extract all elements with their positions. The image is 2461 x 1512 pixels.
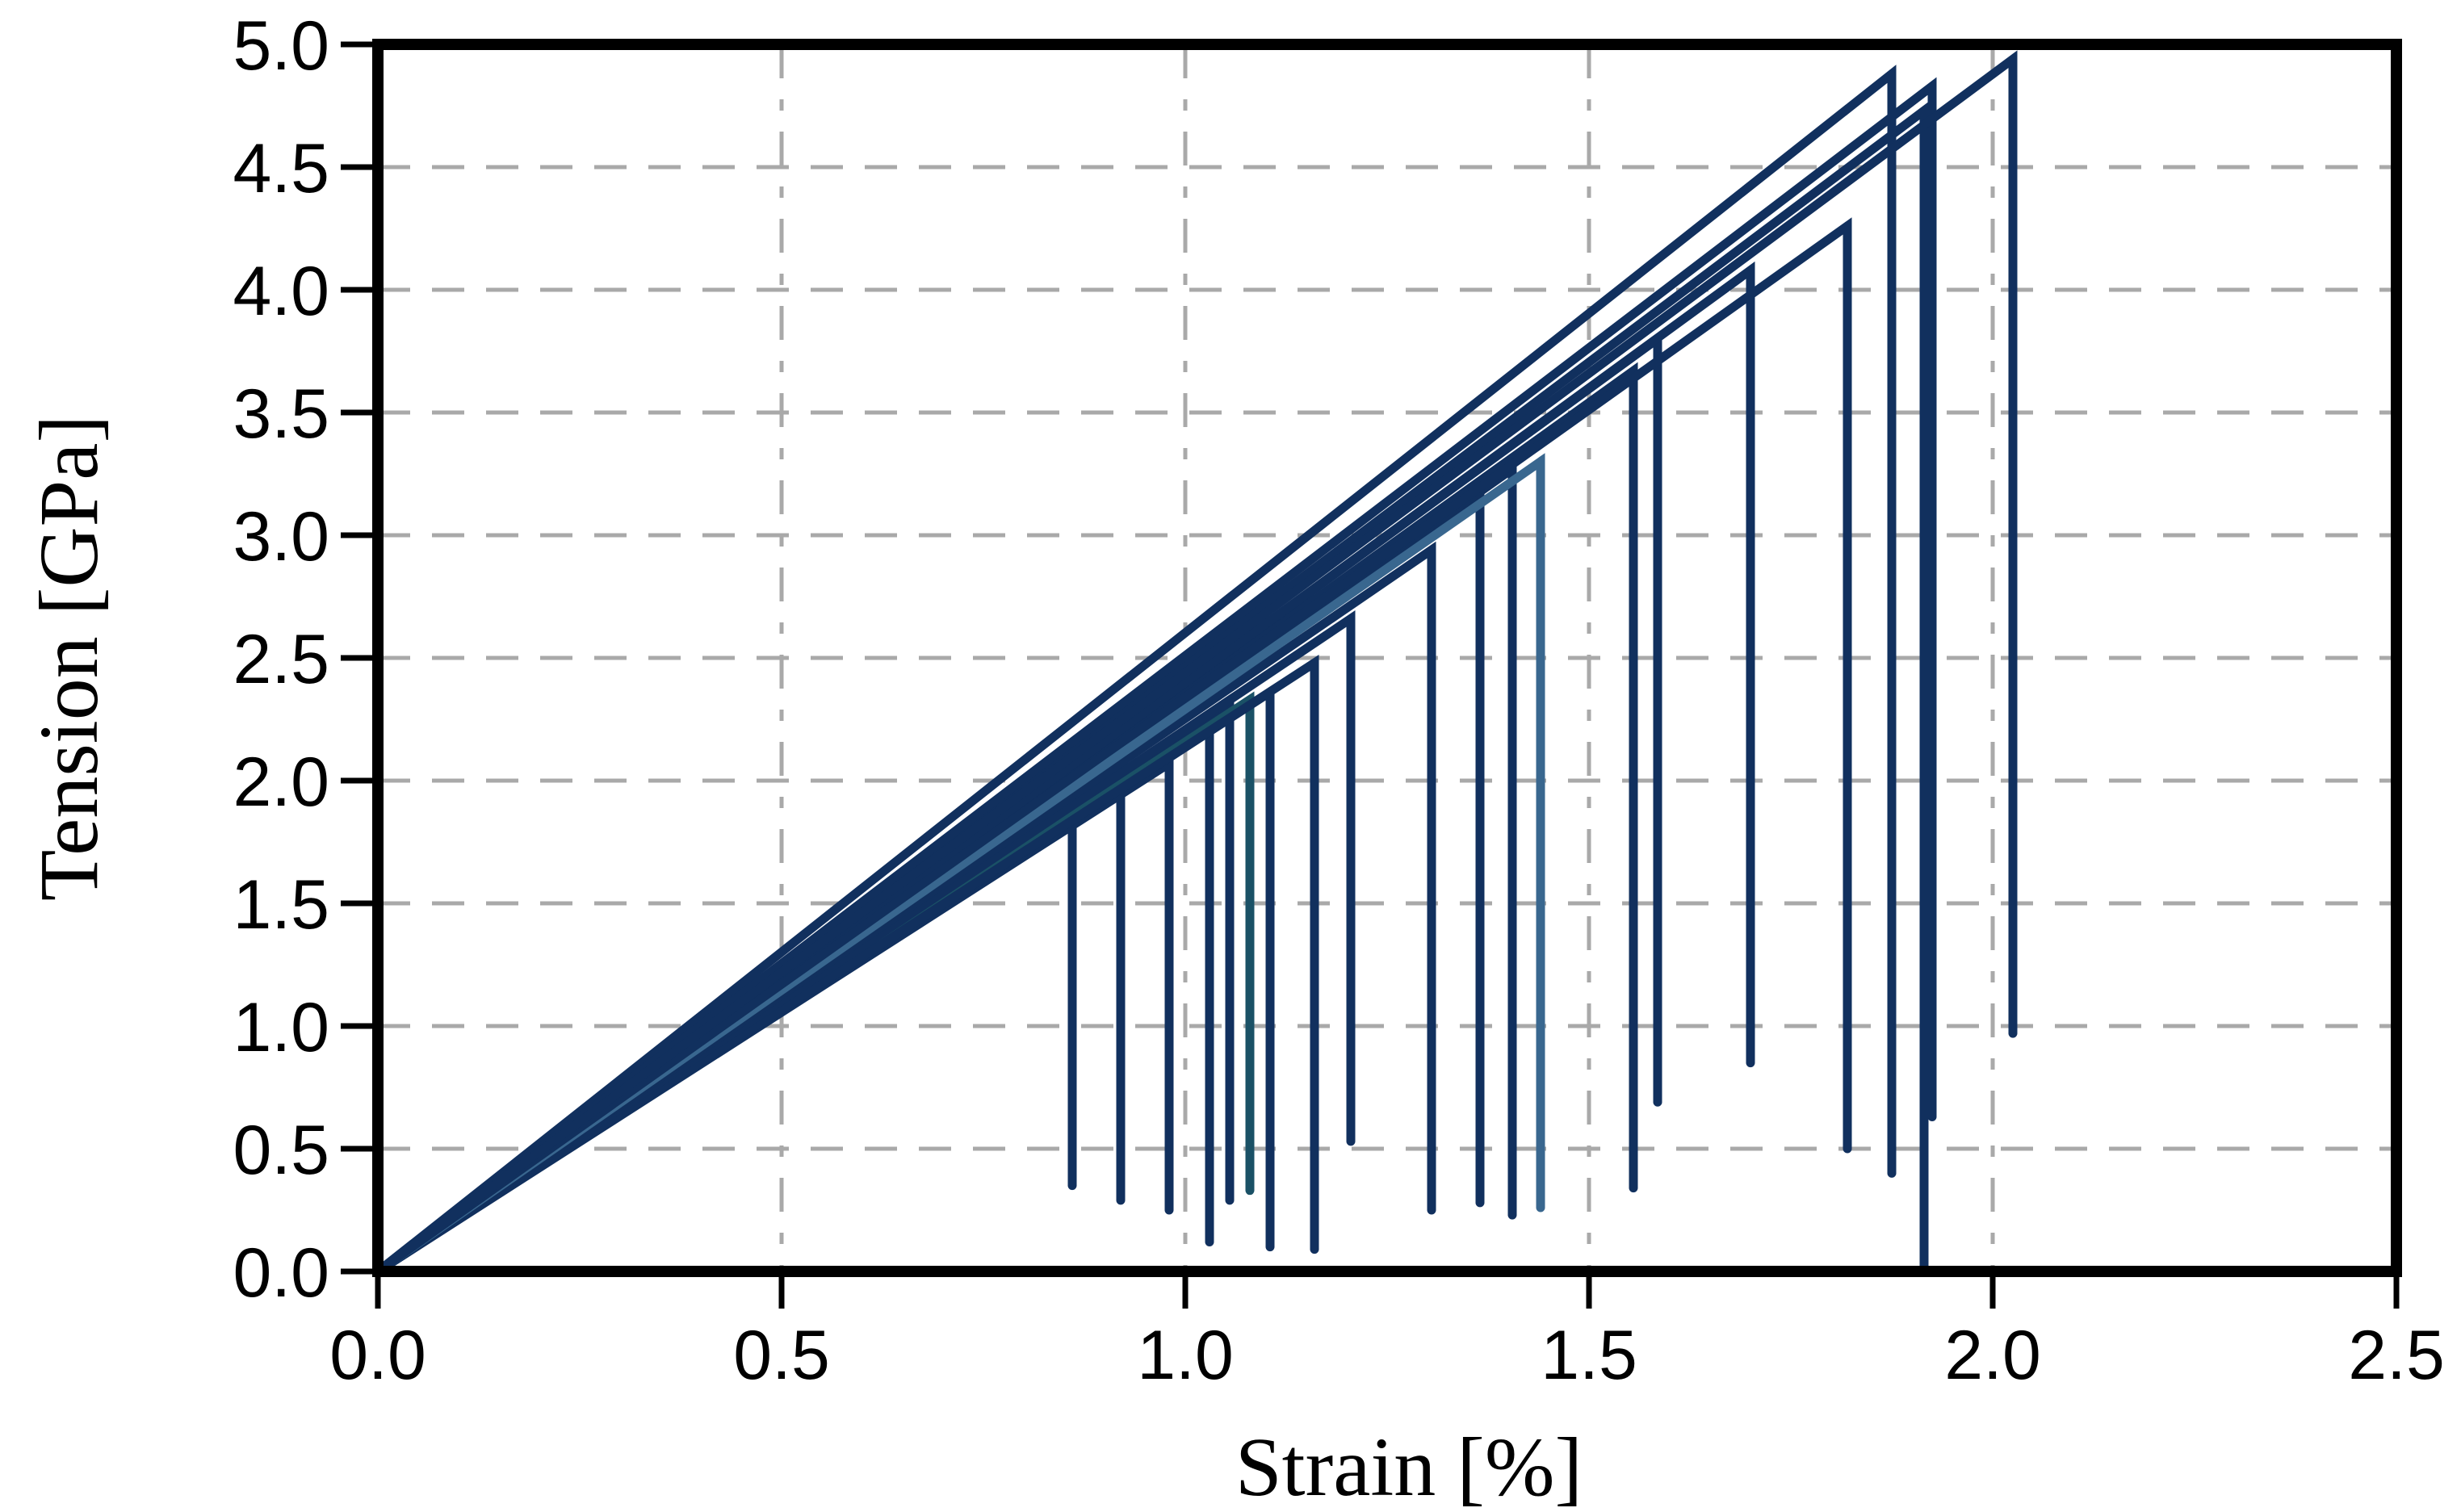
y-tick-label: 5.0 (233, 7, 329, 85)
fiber-curve (373, 217, 1852, 1276)
y-tick-label: 2.5 (233, 621, 329, 698)
y-axis-title: Tension [GPa] (23, 415, 115, 901)
fiber-curve (373, 65, 1897, 1276)
y-tick-label: 1.5 (233, 866, 329, 944)
x-tick-label: 1.0 (1137, 1317, 1234, 1394)
x-tick-label: 1.5 (1541, 1317, 1637, 1394)
plot-border (372, 39, 2402, 1277)
y-tick-label: 2.0 (233, 743, 329, 821)
x-tick-label: 0.0 (329, 1317, 426, 1394)
fiber-curve (373, 77, 1937, 1276)
y-tick-label: 0.0 (233, 1234, 329, 1312)
x-tick-label: 2.5 (2348, 1317, 2445, 1394)
curves-layer (373, 50, 2018, 1276)
tick-labels-layer: 0.0 0.5 1.0 1.5 2.0 2.5 0.0 0.5 1.0 1.5 2.0 2.5 3.0 3… (233, 7, 2444, 1394)
x-tick-label: 0.5 (733, 1317, 830, 1394)
axes-layer (341, 39, 2402, 1309)
y-tick-label: 3.5 (233, 375, 329, 453)
y-tick-label: 1.0 (233, 989, 329, 1066)
y-tick-label: 4.0 (233, 253, 329, 330)
y-tick-label: 3.0 (233, 498, 329, 576)
y-tick-label: 4.5 (233, 130, 329, 207)
fiber-curve (373, 453, 1545, 1276)
x-axis-title: Strain [%] (1235, 1421, 1583, 1512)
fiber-curve (373, 50, 2018, 1276)
fiber-curve (373, 654, 1319, 1276)
x-tick-label: 2.0 (1944, 1317, 2041, 1394)
gridlines-layer (378, 44, 2396, 1271)
y-tick-label: 0.5 (233, 1112, 329, 1189)
